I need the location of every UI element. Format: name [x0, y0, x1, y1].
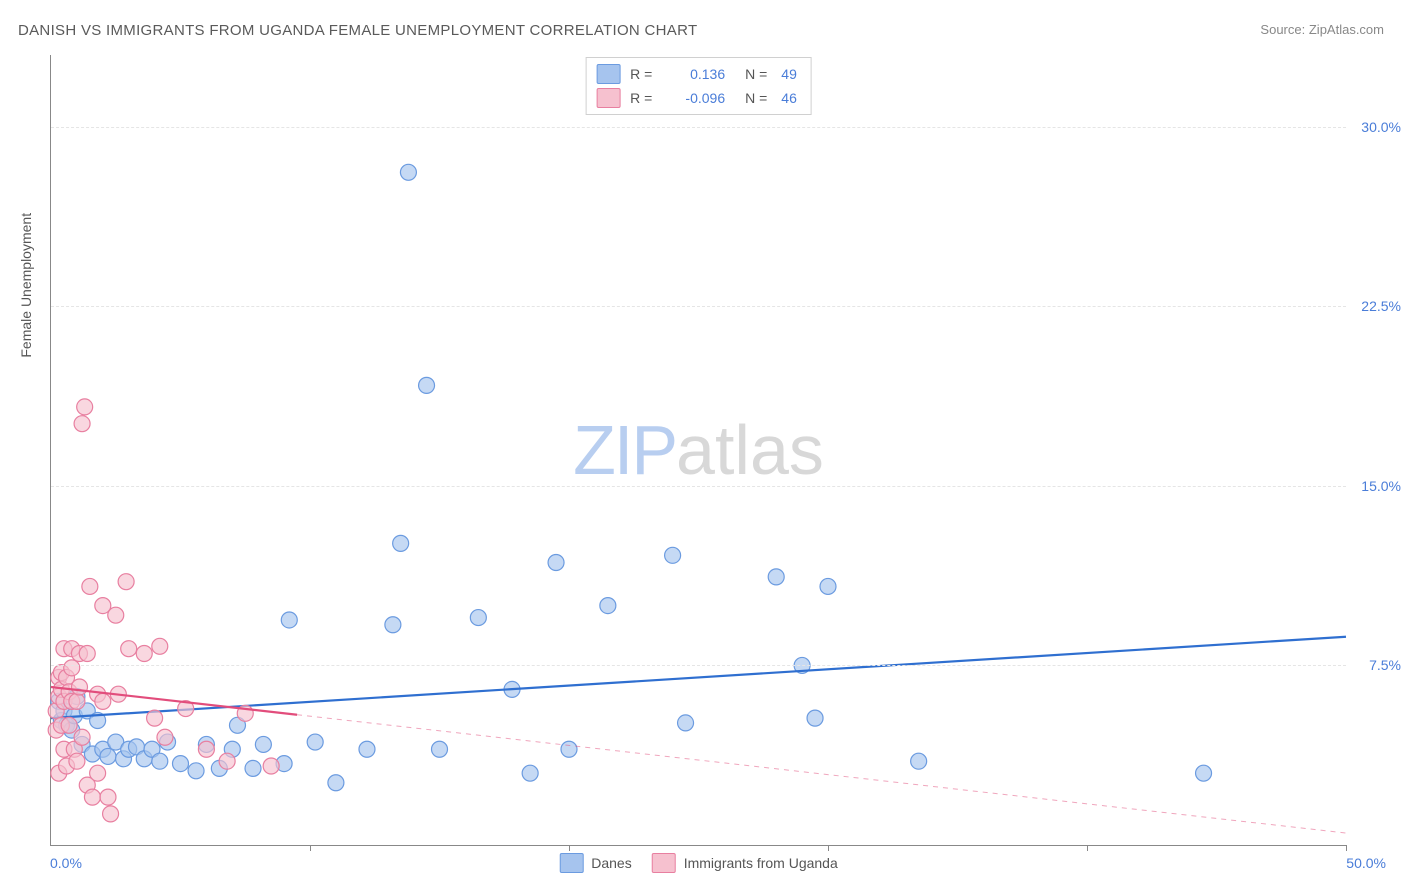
data-point — [548, 555, 564, 571]
data-point — [255, 736, 271, 752]
data-point — [219, 753, 235, 769]
data-point — [100, 789, 116, 805]
x-tick — [828, 845, 829, 851]
data-point — [245, 760, 261, 776]
legend-correlation-box: R = 0.136 N = 49 R = -0.096 N = 46 — [585, 57, 812, 115]
y-tick-label: 15.0% — [1361, 478, 1401, 494]
data-point — [74, 729, 90, 745]
legend-r-value: 0.136 — [670, 66, 725, 82]
data-point — [820, 578, 836, 594]
data-point — [61, 717, 77, 733]
data-point — [807, 710, 823, 726]
data-point — [188, 763, 204, 779]
data-point — [121, 641, 137, 657]
data-point — [90, 765, 106, 781]
data-point — [118, 574, 134, 590]
source-link[interactable]: ZipAtlas.com — [1309, 22, 1384, 37]
data-point — [108, 607, 124, 623]
x-tick — [310, 845, 311, 851]
data-point — [561, 741, 577, 757]
chart-plot-area: ZIPatlas R =0.136N =49R =-0.096N =46 Dan… — [50, 55, 1346, 846]
data-point — [84, 789, 100, 805]
data-point — [665, 547, 681, 563]
legend-item: Immigrants from Uganda — [652, 853, 838, 873]
y-tick-label: 22.5% — [1361, 298, 1401, 314]
legend-n-label: N = — [745, 66, 767, 82]
y-tick-label: 30.0% — [1361, 119, 1401, 135]
legend-row: R = -0.096 N = 46 — [596, 86, 797, 110]
scatter-svg — [51, 55, 1346, 845]
data-point — [100, 748, 116, 764]
source-prefix: Source: — [1260, 22, 1305, 37]
x-axis-min-label: 0.0% — [50, 855, 82, 871]
data-point — [152, 638, 168, 654]
data-point — [74, 416, 90, 432]
data-point — [263, 758, 279, 774]
legend-r-label: R = — [630, 66, 660, 82]
data-point — [152, 753, 168, 769]
data-point — [157, 729, 173, 745]
data-point — [432, 741, 448, 757]
legend-n-value: 46 — [781, 90, 797, 106]
legend-row: R = 0.136 N = 49 — [596, 62, 797, 86]
gridline — [51, 665, 1346, 666]
gridline — [51, 127, 1346, 128]
chart-title: DANISH VS IMMIGRANTS FROM UGANDA FEMALE … — [18, 22, 697, 39]
data-point — [103, 806, 119, 822]
data-point — [147, 710, 163, 726]
data-point — [69, 693, 85, 709]
data-point — [328, 775, 344, 791]
data-point — [522, 765, 538, 781]
legend-swatch — [652, 853, 676, 873]
data-point — [419, 377, 435, 393]
data-point — [79, 645, 95, 661]
legend-swatch — [559, 853, 583, 873]
source-label: Source: ZipAtlas.com — [1260, 22, 1384, 37]
legend-r-value: -0.096 — [670, 90, 725, 106]
data-point — [173, 756, 189, 772]
gridline — [51, 486, 1346, 487]
legend-n-value: 49 — [781, 66, 797, 82]
data-point — [77, 399, 93, 415]
x-tick — [569, 845, 570, 851]
data-point — [1196, 765, 1212, 781]
data-point — [911, 753, 927, 769]
legend-item: Danes — [559, 853, 631, 873]
legend-series: Danes Immigrants from Uganda — [559, 853, 838, 873]
legend-n-label: N = — [745, 90, 767, 106]
data-point — [198, 741, 214, 757]
legend-swatch — [596, 64, 620, 84]
y-tick-label: 7.5% — [1369, 657, 1401, 673]
data-point — [470, 610, 486, 626]
x-tick — [1087, 845, 1088, 851]
y-axis-label: Female Unemployment — [18, 213, 34, 358]
data-point — [69, 753, 85, 769]
data-point — [71, 679, 87, 695]
legend-series-name: Immigrants from Uganda — [684, 855, 838, 871]
gridline — [51, 306, 1346, 307]
trend-line-dashed — [297, 715, 1346, 833]
legend-swatch — [596, 88, 620, 108]
data-point — [82, 578, 98, 594]
data-point — [95, 693, 111, 709]
data-point — [768, 569, 784, 585]
data-point — [393, 535, 409, 551]
data-point — [64, 660, 80, 676]
legend-r-label: R = — [630, 90, 660, 106]
data-point — [600, 598, 616, 614]
data-point — [281, 612, 297, 628]
chart-container: DANISH VS IMMIGRANTS FROM UGANDA FEMALE … — [0, 0, 1406, 892]
legend-series-name: Danes — [591, 855, 631, 871]
data-point — [359, 741, 375, 757]
data-point — [678, 715, 694, 731]
data-point — [400, 164, 416, 180]
data-point — [385, 617, 401, 633]
x-axis-max-label: 50.0% — [1346, 855, 1386, 871]
data-point — [136, 645, 152, 661]
data-point — [307, 734, 323, 750]
x-tick — [1346, 845, 1347, 851]
